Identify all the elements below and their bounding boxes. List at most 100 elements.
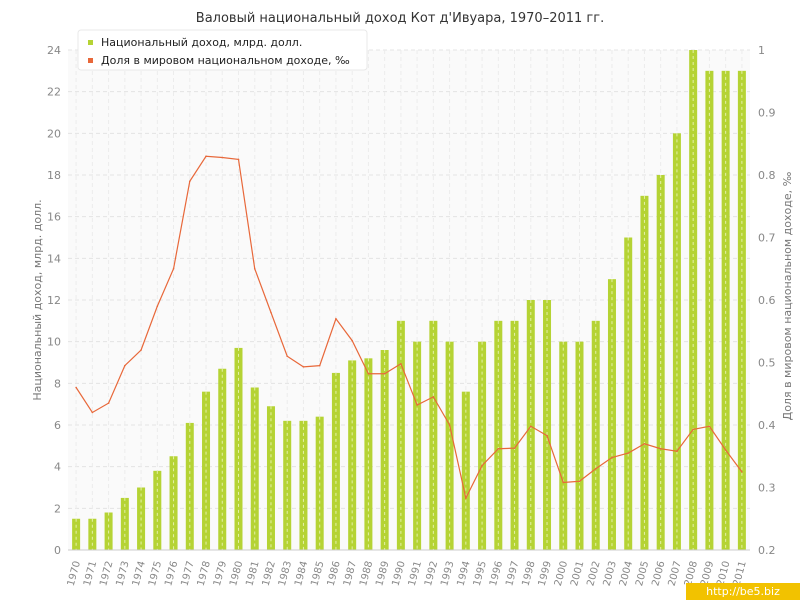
- y-tick-label: 0: [54, 544, 61, 557]
- y2-tick-label: 0.5: [758, 357, 776, 370]
- share-point: [676, 450, 678, 453]
- bar: [153, 470, 162, 550]
- bar: [689, 50, 698, 550]
- x-tick-label: 1985: [309, 560, 326, 587]
- share-point: [611, 456, 613, 459]
- bar: [234, 347, 243, 550]
- y-tick-label: 2: [54, 502, 61, 515]
- share-point: [140, 349, 142, 351]
- share-point: [513, 447, 516, 449]
- x-tick-label: 2001: [569, 560, 586, 587]
- share-point: [448, 424, 451, 426]
- y-tick-label: 16: [47, 211, 61, 224]
- share-point: [416, 404, 418, 406]
- x-tick-label: 1983: [277, 560, 294, 587]
- y-tick-label: 10: [47, 336, 61, 349]
- share-point: [594, 467, 597, 470]
- bar-series: [72, 50, 746, 551]
- y-tick-label: 12: [47, 294, 61, 307]
- bar: [88, 518, 97, 550]
- share-point: [188, 180, 191, 183]
- y2-tick-label: 0.3: [758, 482, 776, 495]
- x-tick-label: 1995: [472, 560, 489, 587]
- x-tick-label: 1994: [456, 560, 473, 587]
- bar: [169, 456, 178, 550]
- x-tick-label: 1990: [391, 560, 408, 587]
- legend-box: [77, 29, 368, 71]
- share-point: [546, 434, 548, 437]
- bar: [299, 420, 308, 550]
- share-point: [221, 156, 224, 159]
- share-point: [562, 481, 565, 484]
- share-point: [286, 355, 289, 358]
- legend-swatch-bar: [88, 40, 93, 45]
- share-point: [383, 372, 386, 375]
- y-tick-label: 22: [47, 86, 61, 99]
- bar: [640, 195, 649, 551]
- x-tick-label: 1973: [115, 560, 132, 587]
- x-tick-label: 1979: [212, 560, 229, 587]
- share-point: [351, 339, 353, 342]
- bar: [721, 70, 730, 550]
- y2-tick-label: 0.2: [758, 544, 776, 557]
- bar: [607, 279, 616, 550]
- x-tick-label: 1999: [537, 560, 554, 587]
- bar: [72, 518, 81, 550]
- y2-tick-label: 0.8: [758, 169, 776, 182]
- share-point: [724, 449, 727, 451]
- bar: [331, 372, 340, 550]
- axes: 0246810121416182022240.20.30.40.50.60.70…: [47, 44, 776, 587]
- legend-label-share: Доля в мировом национальном доходе, ‰: [101, 54, 350, 67]
- bar: [526, 300, 535, 550]
- y2-tick-label: 1: [758, 44, 765, 57]
- share-point: [627, 452, 630, 454]
- share-point: [253, 267, 256, 270]
- x-tick-label: 1986: [326, 560, 343, 587]
- share-point: [481, 464, 483, 467]
- x-tick-label: 1974: [131, 560, 148, 587]
- x-tick-label: 1996: [488, 560, 505, 587]
- x-tick-label: 1992: [423, 560, 440, 587]
- share-point: [708, 425, 711, 428]
- share-point: [400, 362, 402, 365]
- x-tick-label: 1988: [358, 560, 375, 587]
- share-line: [75, 155, 743, 500]
- share-point: [497, 447, 500, 450]
- share-point: [643, 442, 646, 445]
- bar: [283, 420, 292, 550]
- share-point: [741, 471, 743, 473]
- y-tick-label: 4: [54, 461, 61, 474]
- y-tick-label: 14: [47, 252, 61, 265]
- y-tick-label: 8: [54, 377, 61, 390]
- x-tick-label: 1998: [520, 560, 537, 587]
- y2-tick-label: 0.4: [758, 419, 776, 432]
- x-tick-label: 1981: [244, 560, 261, 587]
- share-point: [432, 396, 435, 398]
- y2-tick-label: 0.6: [758, 294, 776, 307]
- share-point: [270, 311, 272, 314]
- share-point: [156, 305, 159, 308]
- y-tick-label: 20: [47, 127, 61, 140]
- legend-swatch-line: [88, 58, 93, 63]
- x-tick-label: 1987: [342, 560, 359, 587]
- y2-axis-title: Доля в мировом национальном доходе, ‰: [781, 171, 794, 420]
- share-point: [107, 402, 110, 404]
- share-point: [172, 267, 175, 270]
- y-tick-label: 24: [47, 44, 61, 57]
- share-point: [302, 366, 305, 368]
- bar: [672, 133, 681, 551]
- share-point: [692, 428, 694, 431]
- share-point: [529, 425, 532, 428]
- x-tick-label: 1970: [66, 560, 83, 587]
- x-tick-label: 2000: [553, 560, 570, 587]
- x-tick-label: 1980: [228, 560, 245, 587]
- x-tick-label: 1989: [374, 560, 391, 587]
- share-point: [318, 364, 321, 367]
- x-tick-label: 2006: [650, 560, 667, 587]
- watermark-link[interactable]: http://be5.biz: [686, 583, 800, 600]
- y-tick-label: 18: [47, 169, 61, 182]
- share-point: [91, 411, 94, 414]
- x-tick-label: 1982: [261, 560, 278, 587]
- x-tick-label: 1976: [163, 560, 180, 587]
